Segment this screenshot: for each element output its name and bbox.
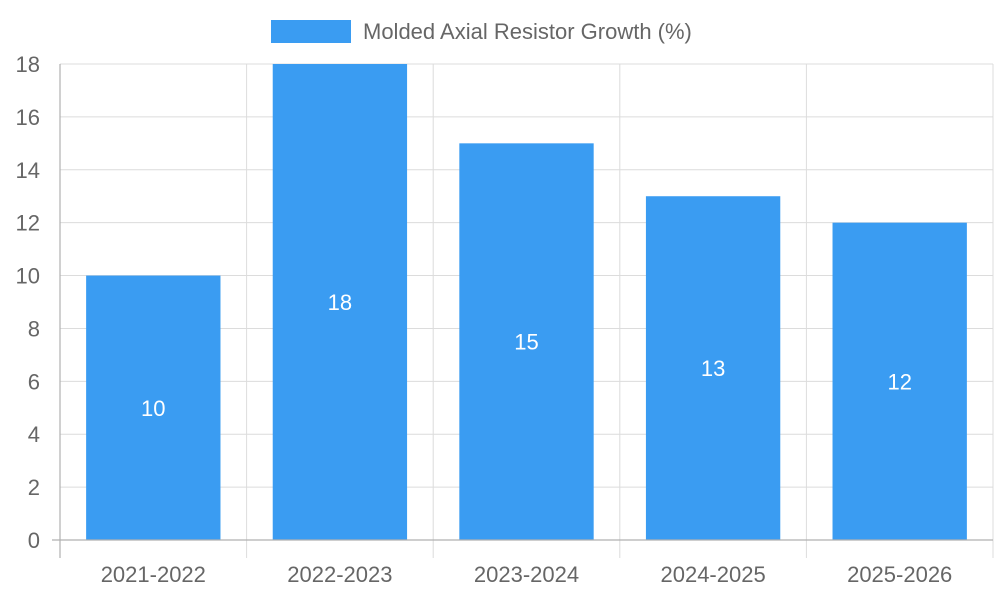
- legend-swatch[interactable]: [271, 20, 351, 43]
- y-tick-label: 8: [28, 316, 40, 341]
- y-tick-label: 0: [28, 528, 40, 553]
- y-tick-label: 16: [16, 105, 40, 130]
- legend-label[interactable]: Molded Axial Resistor Growth (%): [363, 19, 692, 44]
- bar: [645, 196, 781, 540]
- legend[interactable]: Molded Axial Resistor Growth (%): [271, 19, 692, 44]
- bar-value-label: 15: [514, 330, 538, 355]
- y-tick-label: 4: [28, 422, 40, 447]
- bar-value-label: 13: [701, 356, 725, 381]
- bar-value-label: 10: [141, 396, 165, 421]
- bars: [86, 64, 967, 541]
- y-tick-label: 6: [28, 369, 40, 394]
- bar: [86, 275, 221, 540]
- y-tick-label: 18: [16, 52, 40, 77]
- y-tick-label: 12: [16, 211, 40, 236]
- y-tick-label: 14: [16, 158, 40, 183]
- y-tick-label: 10: [16, 264, 40, 289]
- y-tick-label: 2: [28, 475, 40, 500]
- x-tick-label: 2023-2024: [474, 562, 579, 587]
- axes: 0 2 4 6 8 10 12 14 16 18 2021-2022 2022-2023 2023-20…: [16, 52, 993, 587]
- bar-value-label: 12: [887, 369, 911, 394]
- x-tick-label: 2024-2025: [660, 562, 765, 587]
- x-tick-label: 2022-2023: [287, 562, 392, 587]
- data-labels: 10 18 15 13 12: [141, 290, 912, 421]
- x-tick-label: 2025-2026: [847, 562, 952, 587]
- bar: [459, 143, 594, 541]
- bar: [832, 222, 967, 540]
- x-tick-label: 2021-2022: [101, 562, 206, 587]
- bar: [272, 64, 408, 540]
- bar-value-label: 18: [328, 290, 352, 315]
